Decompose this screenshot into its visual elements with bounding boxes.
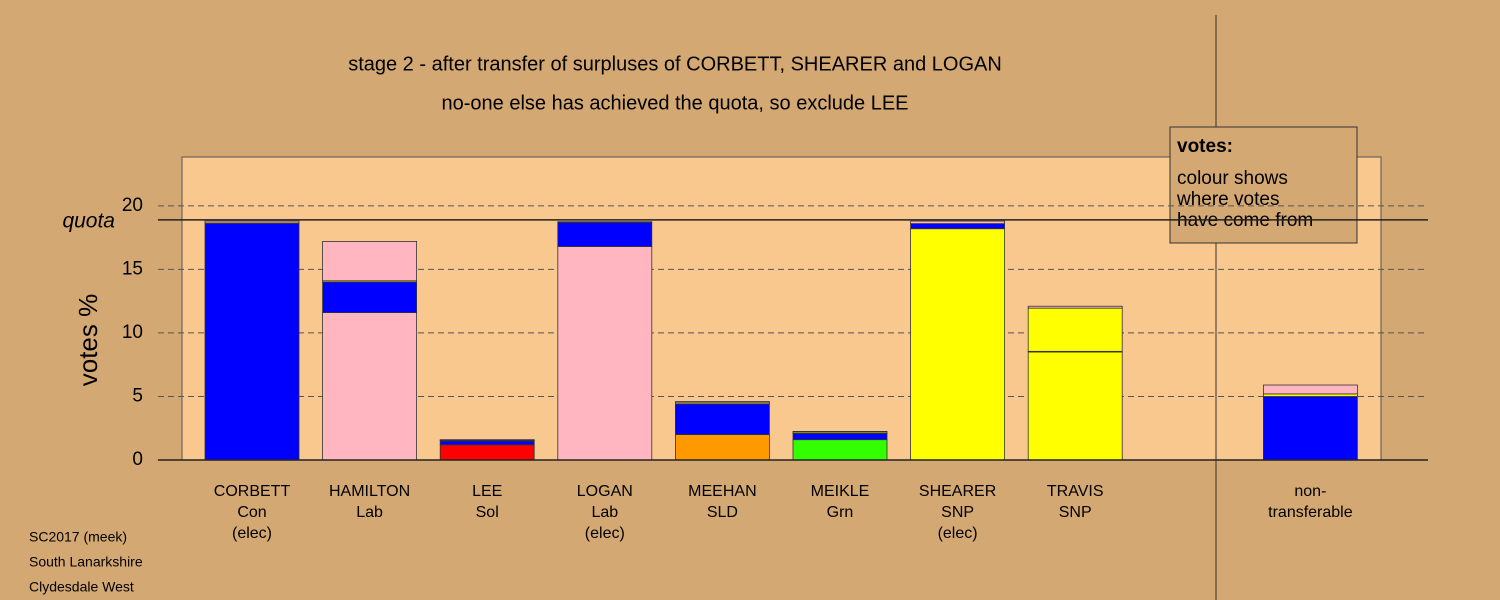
x-tick-label: Lab (356, 504, 383, 521)
x-tick-label: SHEARER (919, 483, 996, 500)
y-axis-label: votes % (73, 294, 103, 387)
x-tick-label: MEIKLE (811, 483, 870, 500)
bar-segment (1027, 305, 1123, 309)
y-tick-label: 10 (122, 322, 143, 343)
bar-segment (675, 403, 770, 435)
x-tick-label: (elec) (585, 525, 625, 542)
x-tick-label: Lab (591, 504, 618, 521)
bar-segment (439, 440, 535, 446)
bar-segment (322, 281, 418, 313)
annotation-line: colour shows (1177, 168, 1288, 189)
bar-segment (557, 246, 653, 461)
bar-segment (322, 312, 418, 461)
y-tick-label: 20 (122, 195, 143, 216)
bar-segment (792, 431, 888, 433)
bar-segment (910, 220, 1005, 225)
bar-segment (1263, 384, 1358, 395)
x-tick-label: Grn (827, 504, 854, 521)
x-tick-label: LOGAN (577, 483, 633, 500)
bar-segment (439, 439, 535, 441)
x-tick-label: SNP (941, 504, 974, 521)
y-tick-label: 0 (132, 449, 143, 470)
bar-segment (557, 221, 653, 223)
bar-segment (557, 221, 653, 247)
bar-segment (910, 228, 1005, 461)
x-tick-label: non- (1294, 483, 1326, 500)
bar-segment (675, 434, 770, 461)
x-tick-label: SLD (707, 504, 738, 521)
x-tick-label: MEEHAN (688, 483, 756, 500)
chart-title: stage 2 - after transfer of surpluses of… (348, 53, 1002, 75)
y-tick-label: 15 (122, 258, 143, 279)
x-tick-label: HAMILTON (329, 483, 410, 500)
source-line: South Lanarkshire (29, 554, 143, 570)
y-tick-label: 5 (132, 385, 143, 406)
annotation-line: where votes (1176, 189, 1279, 210)
bar-segment (439, 444, 535, 461)
x-tick-label: LEE (472, 483, 502, 500)
x-tick-label: transferable (1268, 504, 1353, 521)
annotation-frame (1169, 126, 1358, 244)
bar-segment (910, 223, 1005, 230)
bar-segment (792, 432, 888, 441)
source-line: SC2017 (meek) (29, 529, 127, 545)
bar-segment (792, 439, 888, 461)
chart-subtitle: no-one else has achieved the quota, so e… (442, 92, 909, 114)
bar-segment (1027, 307, 1123, 352)
bar-segment (675, 401, 770, 404)
x-tick-label: Sol (476, 504, 499, 521)
bar-segment (204, 220, 300, 224)
quota-label: quota (62, 209, 115, 232)
x-tick-label: (elec) (938, 525, 978, 542)
annotation-heading: votes: (1177, 136, 1233, 157)
bar-segment (322, 241, 418, 282)
x-tick-label: SNP (1059, 504, 1092, 521)
x-tick-label: TRAVIS (1047, 483, 1104, 500)
x-tick-label: Con (237, 504, 266, 521)
bar-segment (1027, 351, 1123, 461)
x-tick-label: (elec) (232, 525, 272, 542)
bar-segment (1263, 396, 1358, 461)
source-line: Clydesdale West (29, 579, 134, 595)
bar-segment (204, 223, 300, 461)
x-tick-label: CORBETT (214, 483, 291, 500)
